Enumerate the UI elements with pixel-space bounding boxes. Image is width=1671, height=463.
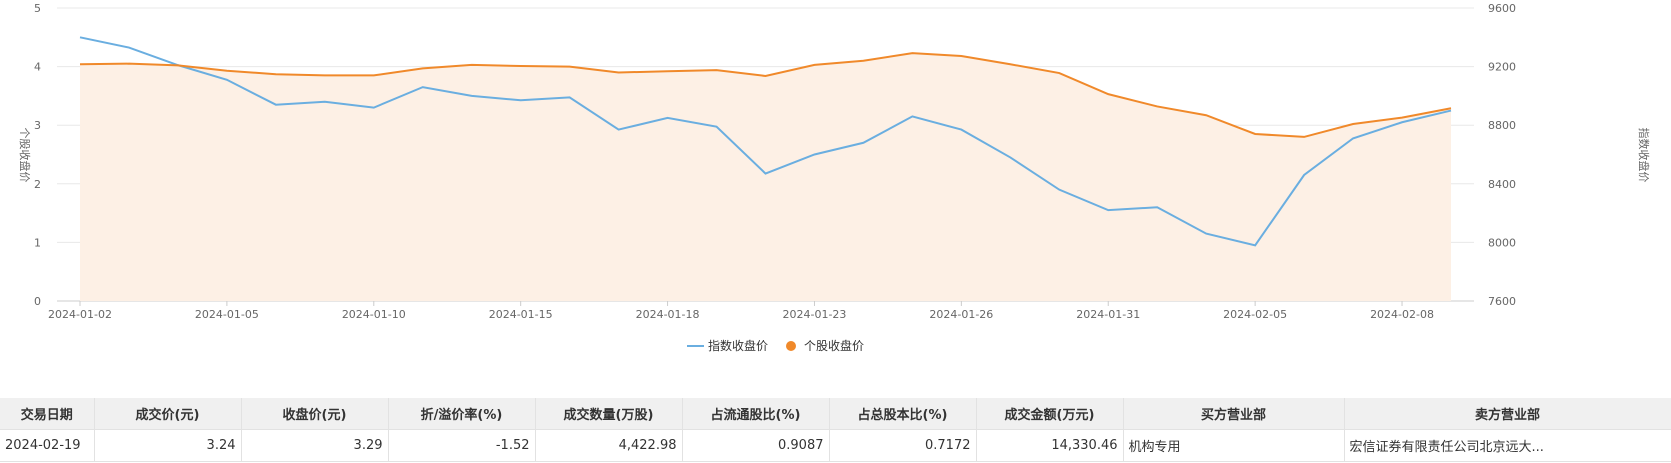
cell-float-ratio: 0.9087 [682, 429, 830, 462]
x-tick-label: 2024-01-10 [342, 308, 406, 321]
header-close-price[interactable]: 收盘价(元) [241, 398, 389, 430]
x-tick-label: 2024-01-26 [929, 308, 993, 321]
header-trade-date[interactable]: 交易日期 [0, 398, 95, 430]
y-axis-left: 0 1 2 3 4 5 [34, 2, 41, 308]
legend-label-index: 指数收盘价 [708, 338, 768, 353]
stock-close-line [79, 52, 1452, 138]
x-tick-label: 2024-01-05 [195, 308, 259, 321]
legend-item-index[interactable]: 指数收盘价 [687, 338, 768, 353]
x-tick-label: 2024-01-18 [636, 308, 700, 321]
header-total-ratio[interactable]: 占总股本比(%) [829, 398, 977, 430]
header-deal-price[interactable]: 成交价(元) [94, 398, 242, 430]
header-premium-rate[interactable]: 折/溢价率(%) [388, 398, 536, 430]
cell-trade-date: 2024-02-19 [0, 429, 95, 462]
cell-close-price: 3.29 [241, 429, 389, 462]
y-axis-left-title: 个股收盘价 [18, 128, 32, 183]
table-header-row: 交易日期 成交价(元) 收盘价(元) 折/溢价率(%) 成交数量(万股) 占流通… [0, 398, 1671, 430]
x-tick-label: 2024-01-31 [1076, 308, 1140, 321]
x-tick-label: 2024-02-05 [1223, 308, 1287, 321]
stock-price-area [80, 53, 1451, 301]
header-volume[interactable]: 成交数量(万股) [535, 398, 683, 430]
index-close-line [79, 36, 1452, 247]
stock-vs-index-chart: 2024-01-02 2024-01-05 2024-01-10 2024-01-15… [18, 2, 1651, 353]
x-tick-label: 2024-01-02 [48, 308, 112, 321]
legend-item-stock[interactable]: 个股收盘价 [786, 338, 864, 353]
legend-label-stock: 个股收盘价 [804, 338, 864, 353]
y-tick-label-right: 9200 [1488, 61, 1516, 74]
header-buyer[interactable]: 买方营业部 [1123, 398, 1345, 430]
y-tick-label-left: 2 [34, 178, 41, 191]
header-float-ratio[interactable]: 占流通股比(%) [682, 398, 830, 430]
cell-volume: 4,422.98 [535, 429, 683, 462]
cell-total-ratio: 0.7172 [829, 429, 977, 462]
cell-seller[interactable]: 宏信证券有限责任公司北京远大... [1344, 429, 1671, 462]
cell-buyer[interactable]: 机构专用 [1123, 429, 1345, 462]
table-row: 2024-02-19 3.24 3.29 -1.52 4,422.98 0.90… [0, 429, 1671, 462]
y-tick-label-right: 7600 [1488, 295, 1516, 308]
y-axis-right: 7600 8000 8400 8800 9200 9600 [1488, 2, 1516, 308]
cell-deal-price: 3.24 [94, 429, 242, 462]
y-axis-right-title: 指数收盘价 [1637, 128, 1651, 183]
header-seller[interactable]: 卖方营业部 [1344, 398, 1671, 430]
x-tick-label: 2024-02-08 [1370, 308, 1434, 321]
y-tick-label-right: 8400 [1488, 178, 1516, 191]
cell-premium-rate: -1.52 [388, 429, 536, 462]
y-tick-label-left: 3 [34, 119, 41, 132]
y-tick-label-left: 4 [34, 61, 41, 74]
y-tick-label-right: 9600 [1488, 2, 1516, 15]
block-trade-table: 交易日期 成交价(元) 收盘价(元) 折/溢价率(%) 成交数量(万股) 占流通… [0, 398, 1671, 462]
y-tick-label-left: 0 [34, 295, 41, 308]
legend-swatch-stock [786, 341, 796, 351]
cell-amount: 14,330.46 [976, 429, 1124, 462]
x-tick-label: 2024-01-15 [489, 308, 553, 321]
x-axis: 2024-01-02 2024-01-05 2024-01-10 2024-01-15… [48, 301, 1434, 321]
y-tick-label-left: 1 [34, 236, 41, 249]
header-amount[interactable]: 成交金额(万元) [976, 398, 1124, 430]
y-tick-label-right: 8800 [1488, 119, 1516, 132]
y-tick-label-right: 8000 [1488, 236, 1516, 249]
chart-legend[interactable]: 指数收盘价 个股收盘价 [687, 338, 864, 353]
y-tick-label-left: 5 [34, 2, 41, 15]
x-tick-label: 2024-01-23 [782, 308, 846, 321]
